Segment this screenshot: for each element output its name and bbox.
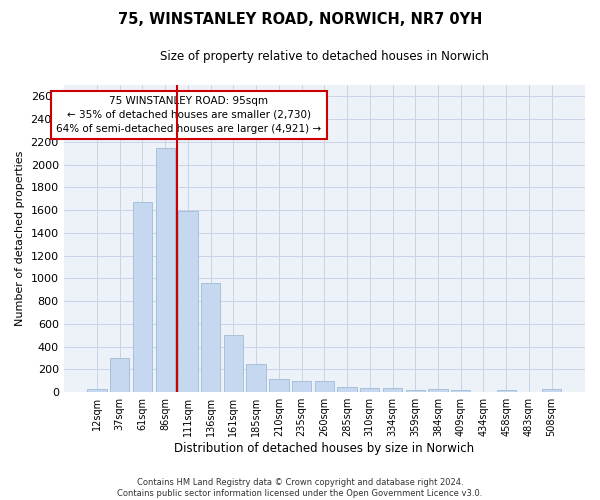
Bar [497, 390, 516, 392]
Bar [360, 388, 379, 392]
Bar [542, 390, 562, 392]
Bar [314, 382, 334, 392]
Y-axis label: Number of detached properties: Number of detached properties [15, 151, 25, 326]
Title: Size of property relative to detached houses in Norwich: Size of property relative to detached ho… [160, 50, 489, 63]
Bar [269, 378, 289, 392]
Text: 75 WINSTANLEY ROAD: 95sqm
← 35% of detached houses are smaller (2,730)
64% of se: 75 WINSTANLEY ROAD: 95sqm ← 35% of detac… [56, 96, 322, 134]
Bar [247, 364, 266, 392]
Bar [178, 212, 197, 392]
Text: 75, WINSTANLEY ROAD, NORWICH, NR7 0YH: 75, WINSTANLEY ROAD, NORWICH, NR7 0YH [118, 12, 482, 28]
Bar [451, 390, 470, 392]
Bar [201, 283, 220, 392]
Bar [110, 358, 130, 392]
Bar [88, 390, 107, 392]
Text: Contains HM Land Registry data © Crown copyright and database right 2024.
Contai: Contains HM Land Registry data © Crown c… [118, 478, 482, 498]
Bar [337, 386, 357, 392]
Bar [383, 388, 402, 392]
Bar [155, 148, 175, 392]
Bar [292, 381, 311, 392]
X-axis label: Distribution of detached houses by size in Norwich: Distribution of detached houses by size … [174, 442, 475, 455]
Bar [428, 389, 448, 392]
Bar [224, 336, 243, 392]
Bar [406, 390, 425, 392]
Bar [133, 202, 152, 392]
